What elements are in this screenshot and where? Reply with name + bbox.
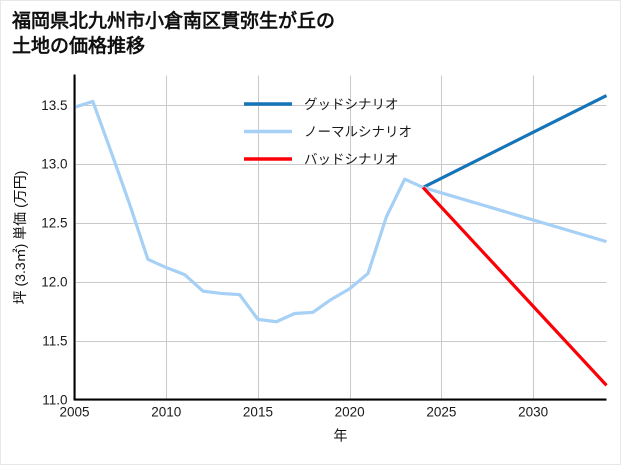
x-tick-label: 2005: [59, 405, 89, 420]
y-tick-label: 11.5: [42, 333, 67, 348]
x-tick-label: 2015: [243, 405, 273, 420]
x-tick-label: 2020: [335, 405, 365, 420]
series-line-normal: [74, 99, 607, 324]
y-tick-label: 13.5: [41, 98, 67, 113]
x-tick-label: 2025: [426, 405, 456, 420]
axis-titles: 年 坪 (3.3㎡) 単価 (万円): [12, 171, 348, 444]
axis-spines: [73, 74, 607, 401]
series-line-bad: [421, 186, 608, 387]
legend-label-1: ノーマルシナリオ: [304, 125, 412, 140]
y-tick-label: 11.0: [42, 392, 67, 407]
y-tick-label: 13.0: [41, 157, 67, 172]
y-axis-title: 坪 (3.3㎡) 単価 (万円): [12, 171, 28, 305]
series-line-good: [422, 94, 608, 189]
legend-label-2: バッドシナリオ: [304, 152, 399, 167]
legend-label-0: グッドシナリオ: [304, 97, 399, 112]
y-tick-label: 12.0: [41, 274, 67, 289]
y-tick-label: 12.5: [41, 216, 67, 231]
data-series-layer: [74, 94, 608, 387]
axis-tick-labels: 11.0 11.5 12.0 12.5 13.0 13.5 2005 2010 2015 2020…: [41, 98, 548, 420]
chart-title: 福岡県北九州市小倉南区貫弥生が丘の 土地の価格推移: [12, 11, 336, 58]
x-tick-label: 2010: [151, 405, 181, 420]
x-axis-title: 年: [334, 428, 348, 444]
x-tick-label: 2030: [518, 405, 548, 420]
